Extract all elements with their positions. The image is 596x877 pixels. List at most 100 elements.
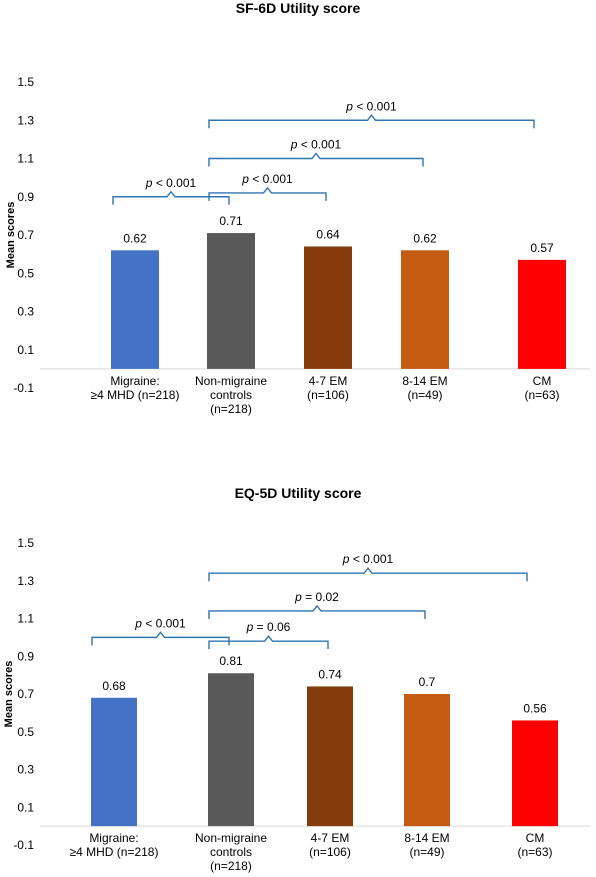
category-label: 8-14 EM (n=49) [404, 831, 449, 859]
bar [207, 233, 255, 369]
significance-label: p < 0.001 [145, 176, 197, 190]
significance-value: = 0.02 [302, 590, 339, 604]
significance-p: p [345, 99, 353, 113]
bar-value-label: 0.64 [316, 227, 340, 241]
category-label-line: (n=49) [407, 388, 442, 402]
y-tick-label: -0.1 [13, 381, 34, 395]
significance-p: p [342, 552, 350, 566]
y-tick-label: 0.5 [17, 725, 34, 739]
bar-value-label: 0.62 [123, 231, 147, 245]
bar-value-label: 0.7 [419, 675, 436, 689]
significance-p: p [294, 590, 302, 604]
category-label-line: CM [533, 374, 552, 388]
y-tick-label: 0.5 [17, 266, 34, 280]
category-label-line: Migraine: [110, 374, 159, 388]
category-label: CM (n=63) [524, 374, 559, 402]
y-axis-label: Mean scores [3, 661, 15, 728]
y-tick-label: 1.3 [17, 574, 34, 588]
significance-label: p < 0.001 [134, 616, 186, 630]
significance-bracket [208, 635, 329, 650]
category-label: CM (n=63) [517, 831, 552, 859]
bar-value-label: 0.74 [318, 667, 342, 681]
category-label: Non-migraine controls (n=218) [195, 831, 267, 873]
category-label-line: controls [210, 845, 252, 859]
significance-label: p = 0.02 [294, 590, 339, 604]
y-tick-label: 1.3 [17, 113, 34, 127]
category-label-line: ≥4 MHD (n=218) [70, 845, 159, 859]
significance-label: p = 0.06 [246, 620, 291, 634]
y-tick-label: 1.1 [17, 152, 34, 166]
category-label-line: Non-migraine [195, 831, 267, 845]
y-tick-label: -0.1 [13, 838, 34, 852]
y-tick-label: 0.7 [17, 687, 34, 701]
significance-p: p [134, 616, 142, 630]
bar [518, 259, 566, 369]
significance-label: p < 0.001 [345, 99, 397, 113]
bar [91, 697, 137, 827]
category-label: 8-14 EM (n=49) [402, 374, 447, 402]
significance-value: < 0.001 [152, 176, 196, 190]
significance-value: < 0.001 [353, 99, 397, 113]
bar [401, 250, 449, 369]
category-label: 4-7 EM (n=106) [307, 374, 349, 402]
y-tick-label: 0.9 [17, 190, 34, 204]
significance-label: p < 0.001 [290, 138, 342, 152]
eq5d-chart: EQ-5D Utility score Mean scores 1.5 1.3 1.1 0… [0, 440, 596, 877]
significance-label: p < 0.001 [342, 552, 394, 566]
significance-value: = 0.06 [253, 620, 290, 634]
significance-bracket [208, 567, 528, 582]
y-tick-label: 1.5 [17, 536, 34, 550]
category-label-line: 8-14 EM [402, 374, 447, 388]
significance-bracket [208, 604, 426, 619]
significance-value: < 0.001 [349, 552, 393, 566]
y-tick-label: 1.1 [17, 612, 34, 626]
category-label-line: CM [526, 831, 545, 845]
category-label: Migraine: ≥4 MHD (n=218) [91, 374, 180, 402]
sf6d-chart-svg: SF-6D Utility score Mean scores 1.5 1.3 1.1 0… [5, 0, 590, 416]
category-label-line: Migraine: [89, 831, 138, 845]
significance-value: < 0.001 [142, 616, 186, 630]
category-label-line: 4-7 EM [311, 831, 350, 845]
category-label-line: (n=106) [307, 388, 349, 402]
y-tick-label: 0.1 [17, 800, 34, 814]
y-tick-label: 1.5 [17, 75, 34, 89]
bar [307, 686, 353, 827]
y-tick-label: 0.3 [17, 305, 34, 319]
category-label-line: (n=49) [409, 845, 444, 859]
chart-title: EQ-5D Utility score [235, 485, 362, 501]
significance-bracket [208, 114, 535, 129]
chart-title: SF-6D Utility score [236, 0, 361, 16]
category-label-line: (n=63) [517, 845, 552, 859]
category-label-line: controls [210, 388, 252, 402]
category-label: Migraine: ≥4 MHD (n=218) [70, 831, 159, 859]
y-tick-label: 0.7 [17, 228, 34, 242]
bar [208, 673, 254, 827]
significance-value: < 0.001 [249, 172, 293, 186]
y-tick-label: 0.3 [17, 763, 34, 777]
significance-bracket [112, 190, 230, 205]
category-label-line: (n=106) [309, 845, 351, 859]
category-label: Non-migraine controls (n=218) [195, 374, 267, 416]
bar [111, 250, 159, 369]
y-tick-label: 0.9 [17, 649, 34, 663]
significance-p: p [241, 172, 249, 186]
category-label: 4-7 EM (n=106) [309, 831, 351, 859]
y-axis-label: Mean scores [5, 202, 17, 269]
y-tick-label: 0.1 [17, 343, 34, 357]
significance-p: p [145, 176, 153, 190]
bar [304, 246, 352, 369]
bar-value-label: 0.81 [219, 654, 243, 668]
category-label-line: (n=218) [210, 859, 252, 873]
category-label-line: (n=63) [524, 388, 559, 402]
significance-bracket [208, 152, 424, 167]
significance-bracket [208, 186, 327, 201]
sf6d-chart: SF-6D Utility score Mean scores 1.5 1.3 1.1 0… [5, 0, 590, 416]
significance-label: p < 0.001 [241, 172, 293, 186]
category-label-line: 8-14 EM [404, 831, 449, 845]
bar-value-label: 0.71 [219, 214, 243, 228]
bar-value-label: 0.57 [530, 241, 554, 255]
bar-value-label: 0.56 [523, 701, 547, 715]
category-label-line: ≥4 MHD (n=218) [91, 388, 180, 402]
category-label-line: 4-7 EM [309, 374, 348, 388]
significance-p: p [290, 138, 298, 152]
